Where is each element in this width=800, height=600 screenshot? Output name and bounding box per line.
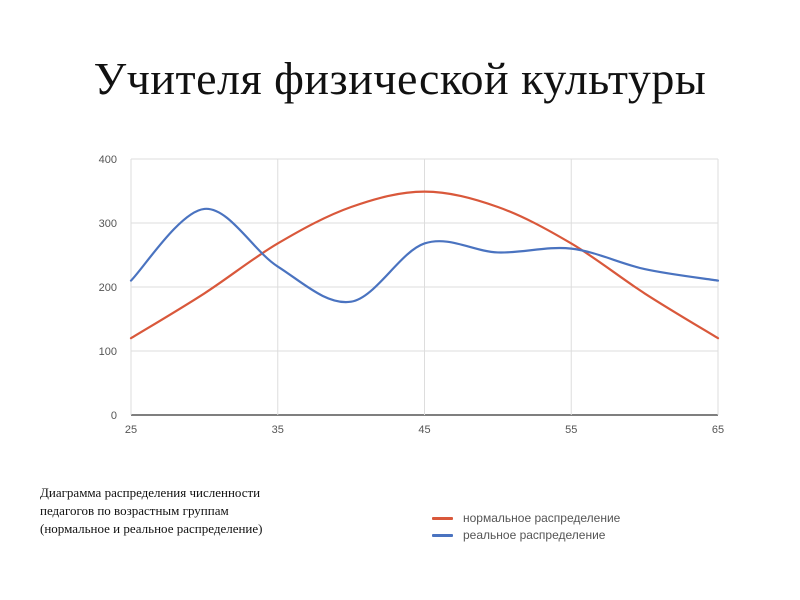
legend-swatch-normal [432,516,453,520]
series-line-normal [129,190,720,340]
x-tick-label: 65 [712,424,724,436]
chart-series [129,190,720,340]
x-tick-label: 25 [125,424,137,436]
y-tick-label: 200 [99,282,117,294]
chart-grid [130,158,719,416]
x-tick-label: 35 [272,424,284,436]
x-tick-label: 45 [418,424,430,436]
slide-title: Учителя физической культуры [93,53,707,104]
legend-label-normal: нормальное распределение [463,511,621,525]
y-tick-label: 400 [99,154,117,166]
legend-item-normal: нормальное распределение [432,510,620,526]
caption-line-1: Диаграмма распределения численности [40,485,261,500]
caption-line-2: педагогов по возрастным группам [40,503,229,518]
y-tick-label: 300 [99,218,117,230]
y-tick-label: 100 [99,346,117,358]
chart-caption: Диаграмма распределения численности педа… [40,484,360,538]
legend-swatch-real [432,533,453,537]
chart-ticks: 0 100 200 300 400 25 35 45 55 65 [99,154,724,436]
chart-legend: нормальное распределение реальное распре… [432,510,620,544]
caption-line-3: (нормальное и реальное распределение) [40,521,263,536]
x-tick-label: 55 [565,424,577,436]
series-line-real [129,207,720,304]
y-tick-label: 0 [111,410,117,422]
legend-label-real: реальное распределение [463,528,606,542]
legend-item-real: реальное распределение [432,527,620,543]
